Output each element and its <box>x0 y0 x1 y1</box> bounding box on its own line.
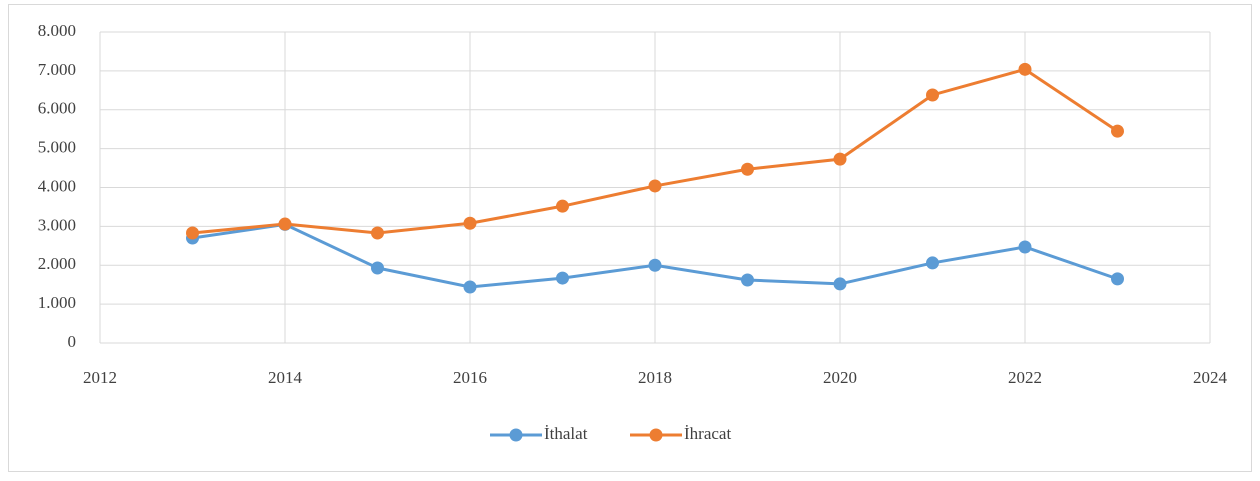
x-tick-label: 2012 <box>83 368 117 387</box>
y-tick-label: 7.000 <box>38 60 76 79</box>
y-tick-label: 4.000 <box>38 176 76 195</box>
y-tick-label: 0 <box>68 332 77 351</box>
data-point <box>1111 272 1124 286</box>
data-point <box>833 152 847 166</box>
data-point <box>186 226 199 240</box>
data-point <box>1018 240 1032 254</box>
data-point <box>833 277 847 291</box>
x-tick-label: 2016 <box>453 368 487 387</box>
data-point <box>556 271 569 285</box>
legend-label: İthalat <box>544 424 588 443</box>
data-point <box>463 280 477 294</box>
x-tick-label: 2022 <box>1008 368 1042 387</box>
data-point <box>1018 62 1032 76</box>
data-point <box>1111 124 1124 138</box>
data-point <box>741 273 754 287</box>
legend-marker <box>509 428 523 442</box>
y-tick-label: 3.000 <box>38 215 76 234</box>
data-point <box>926 256 939 270</box>
data-point <box>648 258 662 272</box>
data-point <box>278 217 292 231</box>
legend-marker <box>649 428 663 442</box>
x-tick-label: 2024 <box>1193 368 1228 387</box>
x-tick-label: 2020 <box>823 368 857 387</box>
legend-label: İhracat <box>684 424 731 443</box>
x-tick-label: 2014 <box>268 368 303 387</box>
x-tick-label: 2018 <box>638 368 672 387</box>
data-point <box>556 199 569 213</box>
data-point <box>371 226 384 240</box>
y-tick-label: 1.000 <box>38 293 76 312</box>
y-tick-label: 5.000 <box>38 138 76 157</box>
data-point <box>648 179 662 193</box>
data-point <box>463 216 477 230</box>
data-point <box>741 162 754 176</box>
y-tick-label: 8.000 <box>38 21 76 40</box>
y-tick-label: 6.000 <box>38 99 76 118</box>
y-tick-label: 2.000 <box>38 254 76 273</box>
data-point <box>926 88 939 102</box>
data-point <box>371 261 384 275</box>
